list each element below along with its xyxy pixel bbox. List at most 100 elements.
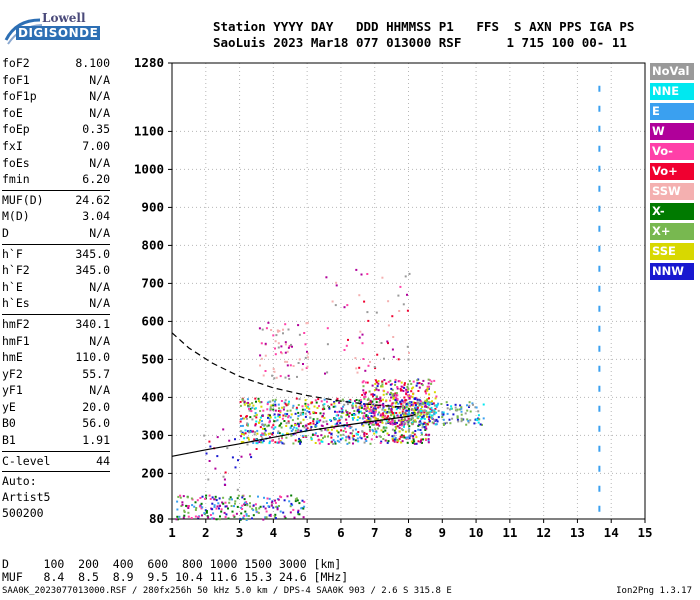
echo-point [412, 386, 415, 389]
echo-point [411, 442, 414, 444]
echo-point [249, 502, 251, 505]
echo-point [368, 412, 371, 414]
echo-point [362, 389, 365, 392]
echo-point [391, 406, 394, 409]
echo-point [398, 430, 401, 433]
echo-point [401, 440, 404, 443]
echo-point [412, 401, 415, 404]
echo-point [264, 423, 267, 426]
echo-point [408, 417, 411, 420]
echo-point [333, 426, 336, 429]
echo-point [239, 430, 242, 433]
echo-point [409, 404, 412, 407]
echo-point [320, 439, 323, 442]
echo-point [364, 409, 367, 412]
echo-point [373, 389, 376, 391]
echo-point [257, 400, 260, 403]
echo-point [421, 409, 424, 412]
echo-point [300, 429, 303, 432]
echo-point [249, 505, 252, 508]
echo-point [190, 497, 193, 500]
echo-point [176, 500, 179, 503]
echo-point [271, 399, 274, 402]
echo-point [395, 408, 398, 411]
echo-point [402, 434, 405, 437]
echo-point [381, 419, 383, 422]
echo-point [435, 395, 438, 398]
echo-point [301, 405, 304, 408]
echo-point [381, 385, 384, 388]
echo-point [213, 505, 216, 508]
echo-point [362, 380, 365, 383]
echo-point [201, 506, 204, 509]
echo-point [305, 428, 308, 431]
echo-point [211, 508, 214, 511]
file-info-footer: SAA0K_2023077013000.RSF / 280fx256h 50 k… [2, 586, 452, 596]
muf-table: D 100 200 400 600 800 1000 1500 3000 [km… [2, 558, 348, 584]
echo-point [309, 416, 312, 419]
echo-point [378, 405, 380, 408]
y-tick-label: 1000 [134, 161, 164, 176]
echo-point [288, 345, 291, 348]
echo-point [265, 516, 268, 519]
echo-point [298, 333, 301, 336]
echo-point [407, 387, 410, 390]
echo-point [326, 327, 329, 330]
echo-point [222, 428, 225, 431]
echo-point [312, 411, 315, 414]
echo-point [242, 433, 245, 436]
echo-point [427, 438, 430, 441]
param-name: h`E [2, 279, 23, 294]
echo-point [255, 440, 258, 443]
echo-point [399, 400, 402, 403]
echo-point [394, 399, 397, 401]
echo-point [412, 438, 415, 441]
echo-point [460, 407, 463, 410]
echo-point [272, 368, 275, 370]
echo-point [416, 416, 419, 419]
echo-point [258, 441, 261, 443]
x-tick-label: 12 [536, 525, 551, 540]
echo-point [472, 403, 474, 406]
echo-point [312, 420, 315, 423]
echo-point [181, 503, 184, 506]
echo-point [467, 419, 470, 422]
echo-point [273, 370, 276, 373]
echo-point [406, 389, 409, 392]
echo-point [426, 385, 429, 388]
echo-point [299, 441, 302, 444]
echo-point [334, 440, 336, 443]
echo-point [351, 405, 354, 408]
echo-point [352, 438, 355, 441]
echo-point [479, 423, 482, 426]
echo-point [323, 403, 326, 406]
echo-point [433, 411, 436, 414]
echo-point [294, 429, 297, 432]
echo-point [358, 366, 361, 369]
param-row: D N/A [2, 226, 110, 243]
echo-point [374, 407, 377, 410]
echo-point [283, 406, 286, 409]
echo-point [274, 353, 277, 356]
echo-point [254, 503, 257, 506]
echo-point [360, 437, 363, 440]
echo-point [314, 399, 317, 402]
echo-point [260, 441, 263, 444]
echo-point [280, 422, 283, 425]
echo-point [404, 399, 407, 402]
echo-point [332, 442, 335, 445]
echo-point [431, 417, 434, 420]
echo-point [240, 418, 243, 421]
echo-point [354, 413, 357, 416]
echo-point [373, 409, 376, 412]
echo-point [397, 358, 400, 361]
echo-point [281, 435, 283, 438]
echo-point [422, 438, 424, 441]
echo-point [281, 406, 284, 409]
echo-point [254, 412, 257, 415]
echo-point [253, 407, 256, 410]
echo-point [260, 405, 263, 408]
echo-point [398, 437, 401, 440]
echo-point [366, 419, 369, 421]
echo-point [379, 442, 382, 444]
